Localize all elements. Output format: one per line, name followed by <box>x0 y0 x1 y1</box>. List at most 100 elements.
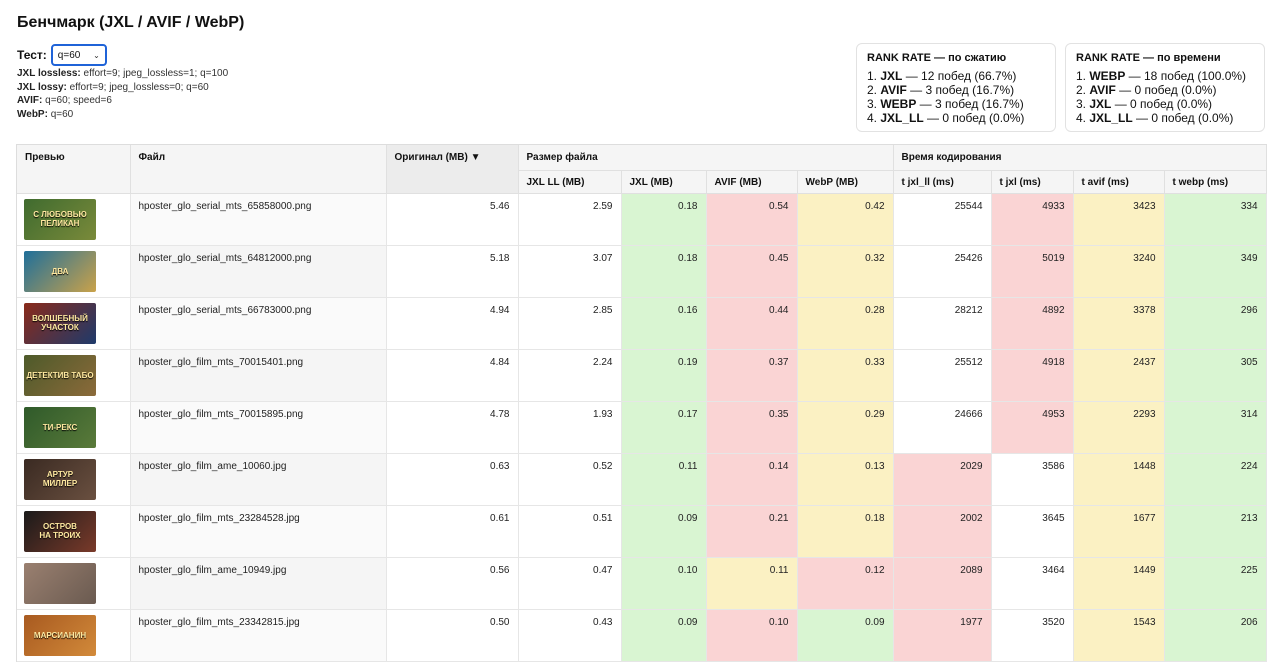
table-row[interactable]: ОСТРОВ НА ТРОИХ hposter_glo_film_mts_2328… <box>17 505 1267 558</box>
col-header-webp[interactable]: WebP (MB) <box>797 170 894 194</box>
cell-t-jxl-ll: 2002 <box>893 505 992 558</box>
file-name-cell: hposter_glo_film_ame_10949.jpg <box>130 557 387 610</box>
table-row[interactable]: С ЛЮБОВЬЮ ПЕЛИКАН hposter_glo_serial_mts_… <box>17 193 1267 246</box>
rank-compression-card: RANK RATE — по сжатию 1. JXL — 12 побед … <box>856 43 1056 132</box>
col-header-t-avif[interactable]: t avif (ms) <box>1073 170 1165 194</box>
col-header-preview[interactable]: Превью <box>17 145 131 194</box>
table-row[interactable]: hposter_glo_film_ame_10949.jpg 0.56 0.47 0.… <box>17 557 1267 610</box>
cell-avif: 0.54 <box>706 193 798 246</box>
cell-webp: 0.09 <box>797 609 894 662</box>
preview-cell: ТИ-РЕКС <box>17 401 131 454</box>
cell-webp: 0.29 <box>797 401 894 454</box>
cell-jxl: 0.10 <box>621 557 707 610</box>
cell-t-avif: 3240 <box>1073 245 1165 298</box>
test-params: JXL lossless: effort=9; jpeg_lossless=1;… <box>17 67 228 121</box>
original-size-cell: 0.61 <box>386 505 519 558</box>
cell-jxl: 0.11 <box>621 453 707 506</box>
table-row[interactable]: ДЕТЕКТИВ ТАБО hposter_glo_film_mts_700154… <box>17 349 1267 402</box>
col-header-jxl[interactable]: JXL (MB) <box>621 170 707 194</box>
cell-t-jxl: 3586 <box>991 453 1074 506</box>
cell-t-webp: 296 <box>1164 297 1267 350</box>
cell-avif: 0.11 <box>706 557 798 610</box>
cell-t-avif: 1677 <box>1073 505 1165 558</box>
cell-t-avif: 1448 <box>1073 453 1165 506</box>
cell-t-webp: 225 <box>1164 557 1267 610</box>
cell-t-jxl-ll: 24666 <box>893 401 992 454</box>
rank-item: 4. JXL_LL — 0 побед (0.0%) <box>1076 111 1234 125</box>
cell-t-jxl: 4892 <box>991 297 1074 350</box>
cell-t-jxl: 3464 <box>991 557 1074 610</box>
file-name-cell: hposter_glo_film_mts_23284528.jpg <box>130 505 387 558</box>
cell-webp: 0.32 <box>797 245 894 298</box>
col-header-jxl-ll[interactable]: JXL LL (MB) <box>518 170 622 194</box>
cell-t-webp: 224 <box>1164 453 1267 506</box>
cell-jxl-ll: 0.43 <box>518 609 622 662</box>
cell-t-jxl: 4933 <box>991 193 1074 246</box>
cell-avif: 0.10 <box>706 609 798 662</box>
file-name-cell: hposter_glo_serial_mts_65858000.png <box>130 193 387 246</box>
cell-t-avif: 2437 <box>1073 349 1165 402</box>
table-row[interactable]: ДВА hposter_glo_serial_mts_64812000.png 5.… <box>17 245 1267 298</box>
cell-webp: 0.13 <box>797 453 894 506</box>
poster-thumbnail[interactable]: АРТУР МИЛЛЕР <box>24 458 96 500</box>
table-row[interactable]: ВОЛШЕБНЫЙ УЧАСТОК hposter_glo_serial_mts_… <box>17 297 1267 350</box>
poster-thumbnail[interactable]: ДЕТЕКТИВ ТАБО <box>24 354 96 396</box>
col-header-original[interactable]: Оригинал (MB) ▼ <box>386 145 519 194</box>
original-size-cell: 4.78 <box>386 401 519 454</box>
cell-t-jxl: 4918 <box>991 349 1074 402</box>
param-jxl-lossless: JXL lossless: effort=9; jpeg_lossless=1;… <box>17 68 229 79</box>
param-webp: WebP: q=60 <box>17 108 74 120</box>
cell-avif: 0.44 <box>706 297 798 350</box>
col-group-size: Размер файла <box>518 145 894 171</box>
col-header-t-jxl[interactable]: t jxl (ms) <box>991 170 1074 194</box>
poster-thumbnail[interactable]: ДВА <box>24 250 96 292</box>
cell-jxl: 0.09 <box>621 609 707 662</box>
cell-webp: 0.33 <box>797 349 894 402</box>
cell-t-avif: 3378 <box>1073 297 1165 350</box>
chevron-down-icon: ⌄ <box>93 50 100 60</box>
rank-item: 2. AVIF — 0 побед (0.0%) <box>1076 83 1217 97</box>
cell-t-jxl-ll: 25544 <box>893 193 992 246</box>
cell-jxl: 0.09 <box>621 505 707 558</box>
cell-t-webp: 213 <box>1164 505 1267 558</box>
poster-thumbnail[interactable]: ОСТРОВ НА ТРОИХ <box>24 510 96 552</box>
poster-thumbnail[interactable]: ТИ-РЕКС <box>24 406 96 448</box>
cell-jxl-ll: 2.59 <box>518 193 622 246</box>
original-size-cell: 0.63 <box>386 453 519 506</box>
file-name-cell: hposter_glo_serial_mts_64812000.png <box>130 245 387 298</box>
table-row[interactable]: ТИ-РЕКС hposter_glo_film_mts_70015895.png… <box>17 401 1267 454</box>
cell-t-avif: 3423 <box>1073 193 1165 246</box>
rank-time-title: RANK RATE — по времени <box>1076 52 1221 64</box>
cell-avif: 0.21 <box>706 505 798 558</box>
table-row[interactable]: МАРСИАНИН hposter_glo_film_mts_23342815.j… <box>17 609 1267 662</box>
original-size-cell: 5.46 <box>386 193 519 246</box>
poster-thumbnail[interactable] <box>24 562 96 604</box>
poster-thumbnail[interactable]: С ЛЮБОВЬЮ ПЕЛИКАН <box>24 198 96 240</box>
cell-jxl-ll: 2.24 <box>518 349 622 402</box>
cell-avif: 0.37 <box>706 349 798 402</box>
test-select[interactable]: q=60 ⌄ <box>50 44 107 66</box>
col-header-avif[interactable]: AVIF (MB) <box>706 170 798 194</box>
cell-t-avif: 1543 <box>1073 609 1165 662</box>
file-name-cell: hposter_glo_serial_mts_66783000.png <box>130 297 387 350</box>
cell-t-jxl: 4953 <box>991 401 1074 454</box>
cell-jxl: 0.18 <box>621 245 707 298</box>
preview-cell: С ЛЮБОВЬЮ ПЕЛИКАН <box>17 193 131 246</box>
cell-webp: 0.28 <box>797 297 894 350</box>
cell-jxl: 0.19 <box>621 349 707 402</box>
cell-t-webp: 334 <box>1164 193 1267 246</box>
cell-jxl-ll: 3.07 <box>518 245 622 298</box>
file-name-cell: hposter_glo_film_mts_70015401.png <box>130 349 387 402</box>
table-row[interactable]: АРТУР МИЛЛЕР hposter_glo_film_ame_10060.j… <box>17 453 1267 506</box>
cell-t-webp: 314 <box>1164 401 1267 454</box>
cell-t-jxl-ll: 2089 <box>893 557 992 610</box>
preview-cell <box>17 557 131 610</box>
col-header-t-jxl-ll[interactable]: t jxl_ll (ms) <box>893 170 992 194</box>
col-header-t-webp[interactable]: t webp (ms) <box>1164 170 1267 194</box>
cell-jxl-ll: 0.47 <box>518 557 622 610</box>
col-header-file[interactable]: Файл <box>130 145 387 194</box>
poster-thumbnail[interactable]: МАРСИАНИН <box>24 614 96 656</box>
original-size-cell: 4.84 <box>386 349 519 402</box>
cell-t-webp: 349 <box>1164 245 1267 298</box>
poster-thumbnail[interactable]: ВОЛШЕБНЫЙ УЧАСТОК <box>24 302 96 344</box>
